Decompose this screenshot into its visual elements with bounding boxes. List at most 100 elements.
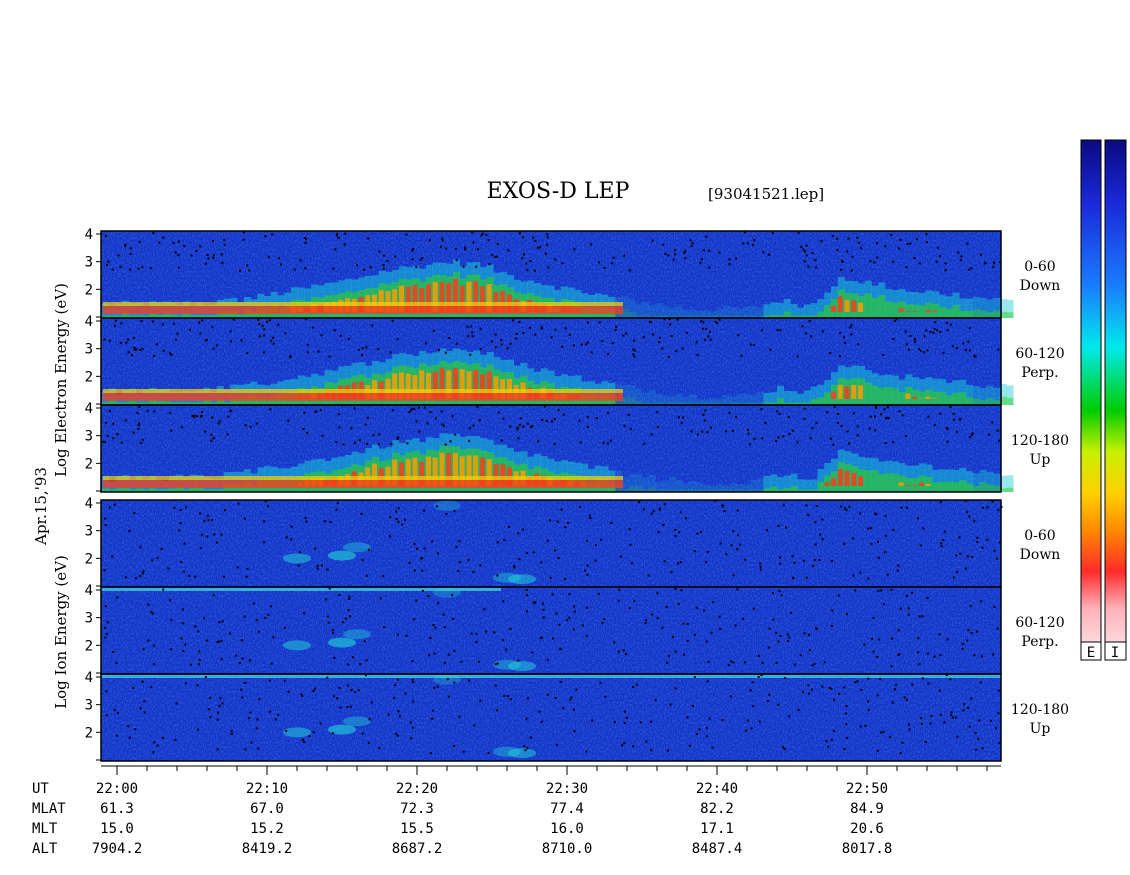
noise-dot	[491, 254, 494, 257]
noise-dot	[585, 343, 588, 346]
electron-flux-column	[135, 315, 143, 318]
noise-dot	[468, 679, 471, 682]
noise-dot	[255, 422, 258, 425]
electron-flux-column	[162, 489, 170, 492]
electron-flux-column	[392, 289, 398, 312]
electron-flux-column	[885, 301, 892, 318]
electron-flux-column	[675, 402, 683, 405]
noise-dot	[856, 680, 859, 683]
noise-dot	[176, 332, 179, 335]
noise-dot	[788, 715, 791, 718]
electron-flux-column	[939, 481, 946, 492]
noise-dot	[984, 261, 987, 264]
electron-flux-column	[770, 486, 778, 492]
electron-flux-column	[777, 477, 784, 492]
noise-dot	[112, 437, 115, 440]
electron-flux-column	[858, 385, 863, 399]
noise-dot	[721, 505, 724, 508]
colorbar-ion-label-box	[1104, 641, 1127, 661]
noise-dot	[552, 637, 554, 640]
noise-dot	[890, 233, 893, 236]
noise-dot	[366, 574, 368, 577]
noise-dot	[512, 319, 514, 322]
noise-dot	[981, 747, 984, 750]
noise-dot	[379, 597, 382, 600]
noise-dot	[718, 318, 721, 321]
noise-dot	[396, 338, 399, 341]
noise-dot	[644, 622, 647, 625]
electron-flux-column	[952, 305, 960, 318]
noise-dot	[622, 649, 625, 652]
noise-dot	[884, 514, 887, 517]
electron-flux-column	[122, 402, 130, 405]
noise-dot	[193, 415, 195, 418]
noise-dot	[377, 348, 380, 351]
electron-flux-column	[675, 305, 683, 318]
noise-dot	[207, 519, 210, 522]
noise-dot	[696, 532, 699, 535]
noise-dot	[200, 533, 203, 536]
noise-dot	[162, 588, 165, 591]
noise-dot	[980, 253, 982, 256]
noise-dot	[269, 710, 272, 713]
noise-dot	[216, 748, 219, 751]
noise-dot	[182, 650, 185, 653]
noise-dot	[573, 610, 576, 613]
electron-flux-column	[743, 393, 751, 405]
noise-dot	[868, 427, 871, 430]
noise-dot	[662, 523, 665, 526]
noise-dot	[914, 341, 916, 343]
noise-dot	[546, 693, 549, 696]
noise-dot	[293, 268, 296, 271]
noise-dot	[124, 576, 127, 579]
electron-flux-column	[837, 469, 843, 486]
noise-dot	[479, 564, 482, 567]
noise-dot	[936, 329, 939, 332]
electron-flux-column	[628, 311, 636, 318]
noise-dot	[589, 243, 592, 246]
noise-dot	[411, 660, 414, 662]
noise-dot	[361, 732, 364, 735]
noise-dot	[876, 656, 879, 658]
noise-dot	[729, 695, 732, 698]
noise-dot	[606, 442, 609, 445]
noise-dot	[966, 555, 969, 558]
noise-dot	[728, 258, 731, 261]
electron-flux-column	[426, 456, 431, 486]
noise-dot	[968, 725, 971, 728]
noise-dot	[759, 568, 762, 571]
ephemeris-row-label: UT	[32, 781, 49, 797]
noise-dot	[525, 262, 528, 265]
noise-dot	[394, 684, 397, 687]
noise-dot	[953, 418, 955, 421]
noise-dot	[872, 617, 875, 619]
electron-flux-column	[979, 297, 987, 318]
noise-dot	[267, 505, 270, 508]
noise-dot	[992, 266, 995, 269]
electron-flux-column	[189, 487, 197, 492]
ephemeris-value: 15.0	[100, 821, 134, 837]
noise-dot	[896, 569, 899, 572]
noise-dot	[780, 594, 783, 597]
noise-dot	[993, 606, 996, 609]
noise-dot	[314, 687, 316, 690]
noise-dot	[516, 428, 519, 431]
electron-flux-column	[473, 281, 479, 312]
noise-dot	[168, 411, 171, 414]
noise-dot	[625, 653, 627, 655]
noise-dot	[968, 327, 971, 330]
noise-dot	[302, 428, 305, 430]
noise-dot	[480, 234, 483, 237]
noise-dot	[695, 606, 698, 609]
noise-dot	[996, 627, 999, 630]
electron-flux-column	[797, 307, 805, 318]
noise-dot	[739, 543, 742, 546]
noise-dot	[732, 530, 735, 533]
noise-dot	[428, 239, 431, 242]
noise-dot	[647, 574, 650, 577]
noise-dot	[783, 747, 786, 750]
noise-dot	[993, 549, 996, 552]
noise-dot	[742, 242, 745, 245]
noise-dot	[304, 516, 307, 519]
